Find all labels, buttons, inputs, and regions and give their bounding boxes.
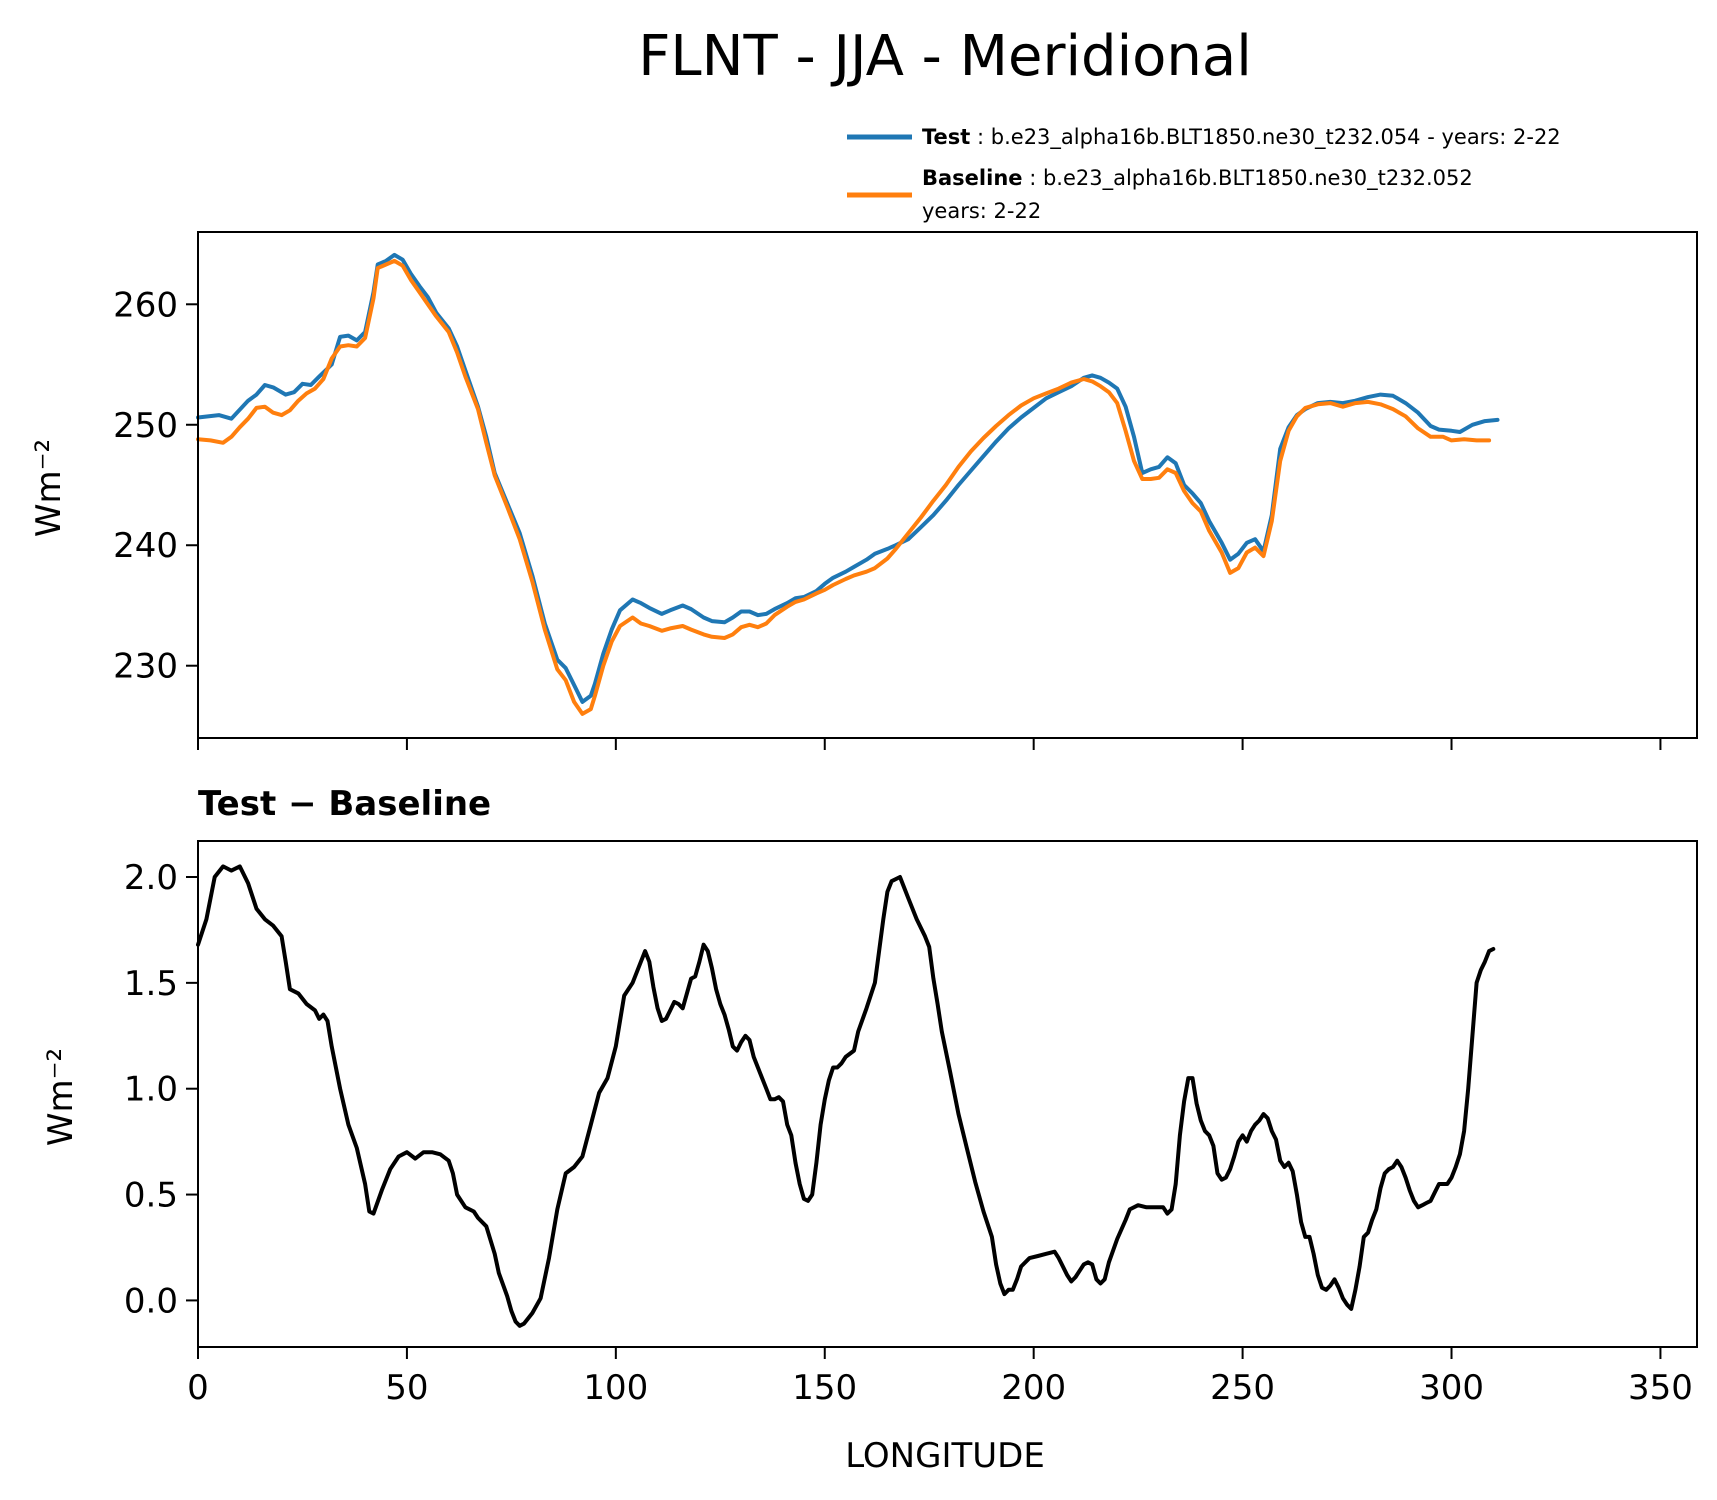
- bottom-axes-frame: [197, 840, 1698, 1348]
- bottom-xtick-label: 200: [1001, 1368, 1066, 1408]
- top-ytick-label: 250: [113, 406, 178, 446]
- top-panel: 230 240 250 260: [113, 231, 1698, 750]
- bottom-ylabel: Wm⁻²: [41, 1048, 81, 1146]
- bottom-subtitle: Test − Baseline: [198, 784, 491, 824]
- bottom-ytick-label: 2.0: [124, 858, 178, 898]
- bottom-series-test-baseline-line: [196, 864, 1496, 1328]
- bottom-xtick-label: 250: [1210, 1368, 1275, 1408]
- top-ylabel: Wm⁻²: [29, 439, 69, 537]
- bottom-ytick-label: 0.5: [124, 1176, 178, 1216]
- bottom-xtick-label: 50: [385, 1368, 428, 1408]
- bottom-xtick-label: 0: [187, 1368, 209, 1408]
- bottom-ytick-label: 1.0: [124, 1070, 178, 1110]
- legend-baseline-desc-line2: years: 2-22: [922, 199, 1041, 223]
- svg-text:Test : b.e23_alpha16b.: Test : b.e23_alpha16b.BLT1850.ne30_t232.…: [922, 125, 1561, 150]
- legend: Test : b.e23_alpha16b.BLT1850.ne30_t232.…: [847, 125, 1561, 223]
- legend-baseline-label: Baseline: [922, 166, 1023, 190]
- svg-text:Baseline : b.e23_alpha: Baseline : b.e23_alpha16b.BLT1850.ne30_t…: [922, 166, 1473, 191]
- bottom-xtick-label: 300: [1419, 1368, 1484, 1408]
- bottom-ytick-label: 0.0: [124, 1281, 178, 1321]
- legend-baseline-desc: : b.e23_alpha16b.BLT1850.ne30_t232.052: [1029, 166, 1473, 191]
- bottom-xtick-label: 100: [583, 1368, 648, 1408]
- figure-title: FLNT - JJA - Meridional: [638, 24, 1252, 89]
- bottom-ytick-label: 1.5: [124, 964, 178, 1004]
- top-ytick-label: 260: [113, 285, 178, 325]
- legend-test-desc: : b.e23_alpha16b.BLT1850.ne30_t232.054 -…: [977, 125, 1561, 150]
- bottom-xlabel: LONGITUDE: [845, 1436, 1045, 1476]
- top-axes-frame: [197, 231, 1698, 739]
- top-series-test-line: [196, 252, 1500, 704]
- top-series-baseline-line: [196, 258, 1492, 716]
- bottom-panel: 0 50 100 150 200 250 300 350 0.0 0.5 1.0 1.5 2.0: [124, 840, 1698, 1408]
- bottom-xtick-label: 350: [1628, 1368, 1693, 1408]
- top-ytick-label: 230: [113, 647, 178, 687]
- bottom-xtick-label: 150: [792, 1368, 857, 1408]
- top-ytick-label: 240: [113, 526, 178, 566]
- legend-test-label: Test: [922, 125, 970, 149]
